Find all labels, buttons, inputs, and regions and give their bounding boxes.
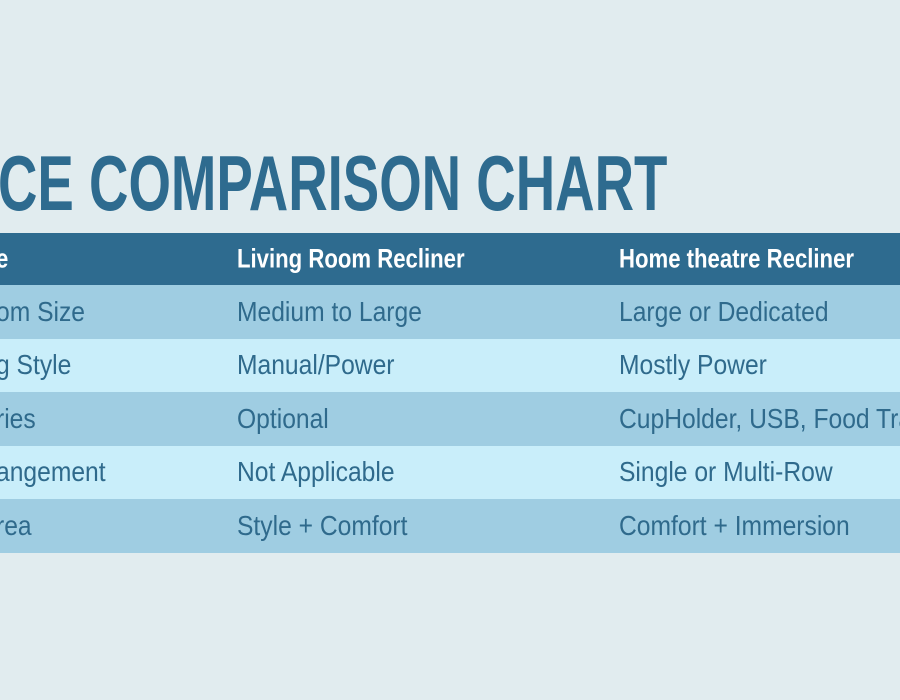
table-row-cell: angement xyxy=(0,456,106,488)
table-row-cell: rea xyxy=(0,509,32,541)
header-row: e Living Room Recliner Home theatre Reclin… xyxy=(0,233,900,285)
chart-title: CE COMPARISON CHART xyxy=(0,139,668,227)
table-row-cell: Comfort + Immersion xyxy=(619,509,850,541)
table-row: rea Style + Comfort Comfort + Immersion xyxy=(0,499,900,553)
table-row: om Size Medium to Large Large or Dedicated xyxy=(0,285,900,339)
header-row-cell: e xyxy=(0,244,8,275)
table-row-cell: CupHolder, USB, Food Tra xyxy=(619,402,900,434)
table-row-cell: om Size xyxy=(0,295,86,327)
table-row: g Style Manual/Power Mostly Power xyxy=(0,338,900,392)
table-row-cell: Not Applicable xyxy=(237,456,395,488)
table-row-cell: Medium to Large xyxy=(237,295,422,327)
table-row-cell: Style + Comfort xyxy=(237,509,408,541)
table-row-cell: Optional xyxy=(237,402,329,434)
table-row-cell: Large or Dedicated xyxy=(619,295,829,327)
table-row-cell: Single or Multi-Row xyxy=(619,456,833,488)
table-row-cell: g Style xyxy=(0,349,72,381)
comparison-table: e Living Room Recliner Home theatre Reclin… xyxy=(0,233,900,553)
table-row-cell: Mostly Power xyxy=(619,349,767,381)
header-row-cell: Living Room Recliner xyxy=(237,243,465,274)
table-row-cell: Manual/Power xyxy=(237,349,395,381)
table-row: angement Not Applicable Single or Multi-Ro… xyxy=(0,445,900,499)
header-row-cell: Home theatre Recliner xyxy=(619,243,855,274)
